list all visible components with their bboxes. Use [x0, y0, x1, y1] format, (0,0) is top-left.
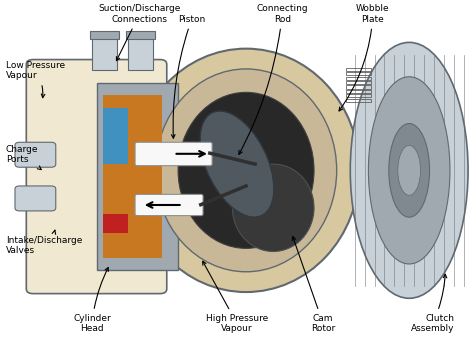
Text: Connecting
Rod: Connecting Rod [239, 4, 308, 154]
Ellipse shape [350, 42, 468, 298]
FancyBboxPatch shape [135, 194, 203, 216]
Ellipse shape [200, 111, 274, 217]
Text: Clutch
Assembly: Clutch Assembly [411, 274, 455, 333]
Text: Cylinder
Head: Cylinder Head [73, 268, 111, 333]
Bar [346, 72, 371, 75]
Text: Piston: Piston [172, 15, 205, 138]
Ellipse shape [155, 69, 337, 272]
Bar [128, 33, 153, 70]
Ellipse shape [368, 77, 450, 264]
Bar [346, 98, 371, 102]
FancyBboxPatch shape [135, 142, 212, 166]
Text: Intake/Discharge
Valves: Intake/Discharge Valves [6, 230, 82, 255]
FancyBboxPatch shape [15, 142, 56, 167]
Bar [97, 83, 178, 270]
Text: Cam
Rotor: Cam Rotor [292, 237, 335, 333]
Bar [346, 68, 371, 71]
Ellipse shape [389, 124, 429, 217]
Bar [346, 77, 371, 80]
Text: Low Pressure
Vapour: Low Pressure Vapour [6, 61, 65, 98]
Bar [103, 108, 128, 164]
FancyBboxPatch shape [27, 60, 167, 294]
Ellipse shape [232, 164, 314, 251]
Bar [126, 31, 155, 39]
Bar [346, 81, 371, 84]
Ellipse shape [178, 92, 314, 248]
Bar [90, 31, 119, 39]
Text: High Pressure
Vapour: High Pressure Vapour [203, 261, 268, 333]
Bar [103, 95, 162, 258]
Ellipse shape [133, 49, 359, 292]
FancyBboxPatch shape [15, 186, 56, 211]
Bar [346, 90, 371, 93]
Bar [346, 86, 371, 89]
Text: Wobble
Plate: Wobble Plate [339, 4, 390, 111]
Bar [346, 94, 371, 97]
Text: Charge
Ports: Charge Ports [6, 145, 41, 170]
Bar [103, 214, 128, 233]
Ellipse shape [398, 145, 420, 195]
Bar [92, 33, 117, 70]
Text: Suction/Discharge
Connections: Suction/Discharge Connections [99, 4, 181, 61]
